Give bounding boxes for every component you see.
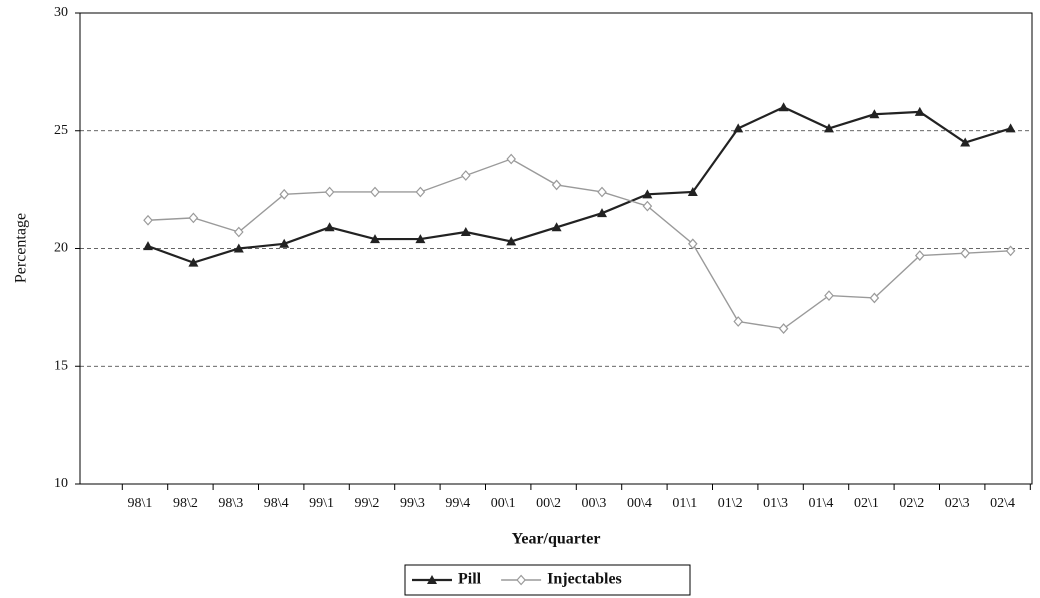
data-point [279,238,290,248]
data-point [733,123,744,133]
x-tick-label: 00\4 [627,496,652,511]
x-axis-label: Year/quarter [512,531,601,548]
data-point [642,200,653,212]
data-point [370,186,380,198]
x-tick-label: 00\2 [536,496,561,511]
y-tick-label: 25 [54,123,68,138]
x-tick-label: 98\3 [218,496,243,511]
y-tick-label: 10 [54,476,68,491]
data-point [324,186,335,198]
x-tick-label: 01\3 [763,496,788,511]
x-tick-label: 99\1 [309,496,334,511]
x-tick-label: 01\1 [672,496,697,511]
y-axis-label: Percentage [13,213,30,283]
x-tick-label: 00\1 [491,496,516,511]
data-point [960,137,971,147]
data-point [551,222,562,232]
data-point [597,186,607,198]
data-point [143,214,153,226]
x-tick-label: 02\2 [899,496,924,511]
x-tick-label: 02\1 [854,496,879,511]
data-point [1005,245,1016,257]
data-point [143,241,153,251]
x-tick-label: 02\4 [990,496,1015,511]
data-point [188,212,199,224]
data-point [597,208,607,218]
data-point [960,247,971,259]
x-tick-label: 01\2 [718,496,743,511]
data-point [324,222,335,232]
y-tick-label: 30 [54,5,68,20]
legend-box [404,564,691,596]
x-tick-label: 02\3 [945,496,970,511]
series-line [147,158,1011,330]
legend-label: Injectables [547,571,622,588]
data-point [687,186,698,196]
data-point [869,109,880,119]
x-tick-label: 98\4 [264,496,289,511]
x-tick-label: 99\4 [445,496,470,511]
data-point [869,292,880,304]
data-point [415,186,426,198]
x-tick-label: 98\1 [128,496,153,511]
y-tick-label: 15 [54,358,68,373]
data-point [370,234,380,244]
data-point [914,106,925,116]
data-point [1005,123,1016,133]
data-point [778,323,789,334]
x-tick-label: 01\4 [809,496,834,511]
data-point [233,226,244,238]
data-point [506,236,517,246]
data-point [687,238,698,250]
data-point [415,234,426,244]
data-point [460,227,471,237]
data-point [233,243,244,253]
data-point [188,257,199,267]
data-point [733,316,744,327]
legend-marker [516,574,526,586]
x-tick-label: 99\3 [400,496,425,511]
y-tick-label: 20 [54,241,68,256]
data-point [824,123,834,133]
series-line [147,105,1011,264]
data-point [551,179,562,191]
data-point [914,250,925,261]
data-point [778,102,789,112]
data-point [460,170,471,181]
data-point [279,188,290,200]
data-point [824,290,834,302]
data-point [642,189,653,199]
plot-frame [79,12,1033,485]
legend-label: Pill [458,571,482,588]
x-tick-label: 98\2 [173,496,198,511]
data-point [506,153,517,165]
legend-marker [427,575,437,584]
x-tick-label: 99\2 [355,496,380,511]
x-tick-label: 00\3 [582,496,607,511]
